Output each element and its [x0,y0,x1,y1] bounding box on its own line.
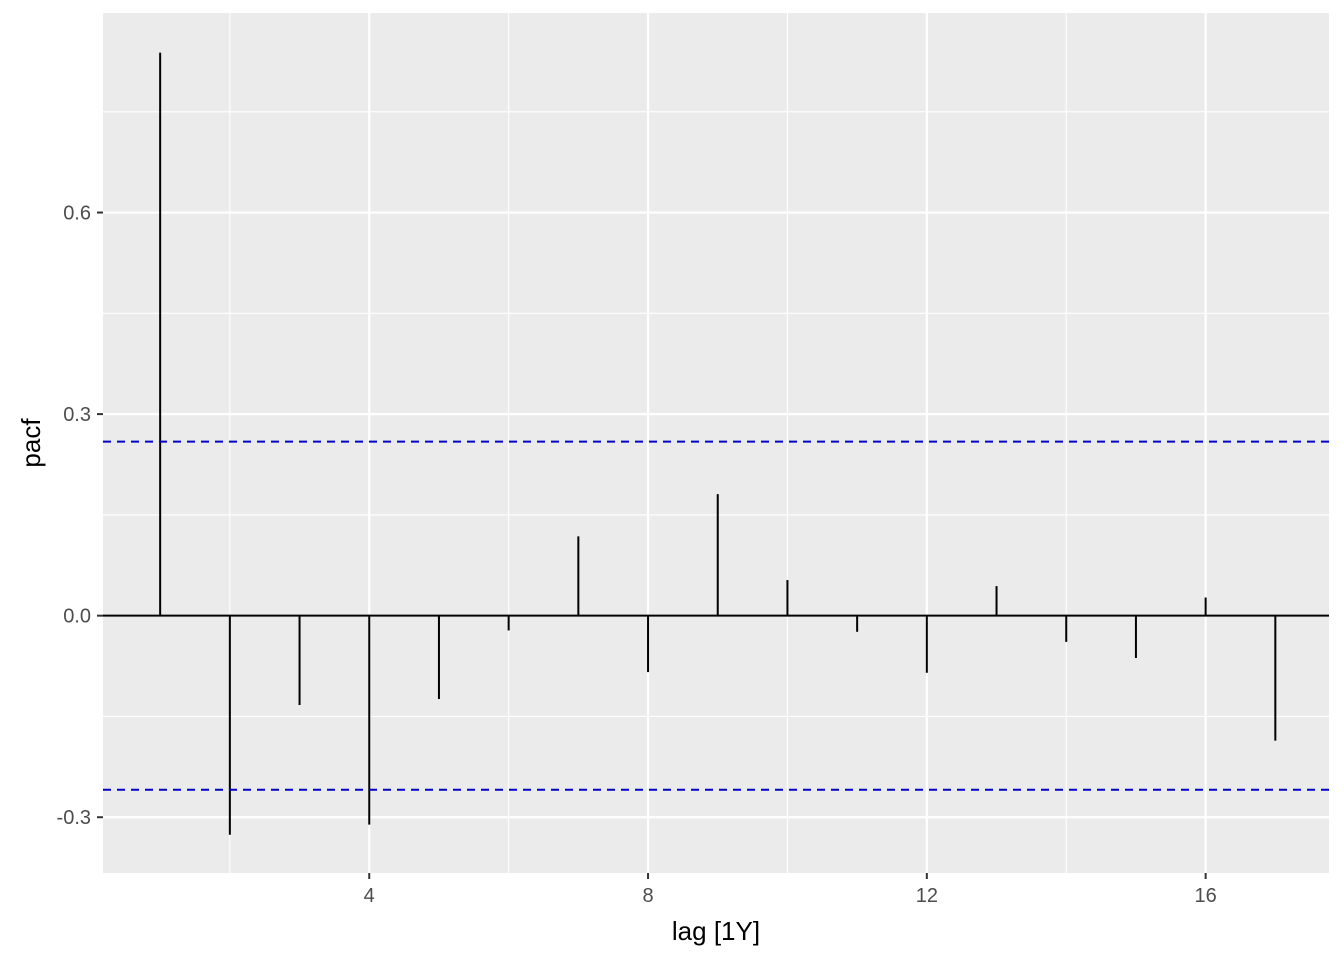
plot-panel [103,13,1329,873]
y-axis-ticks: -0.3 0.0 0.3 0.6 [57,203,103,829]
y-tick-label: 0.3 [63,404,91,426]
minor-gridlines [103,13,1329,873]
pacf-segments [159,52,1277,835]
x-tick-label: 4 [364,885,375,907]
x-axis-ticks: 4 8 12 16 [364,873,1217,907]
x-tick-label: 16 [1195,885,1217,907]
y-tick-label: 0.6 [63,203,91,225]
y-axis-title: pacf [16,418,46,468]
y-tick-label: 0.0 [63,606,91,628]
x-tick-label: 12 [916,885,938,907]
x-tick-label: 8 [642,885,653,907]
x-axis-title: lag [1Y] [672,916,760,946]
y-tick-label: -0.3 [57,807,91,829]
